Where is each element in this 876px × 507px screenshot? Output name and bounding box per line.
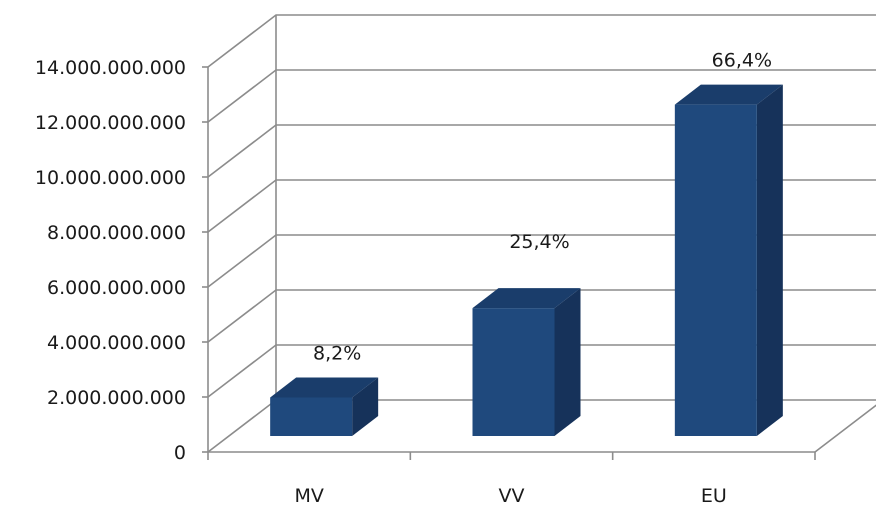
bar-eu (674, 84, 783, 436)
bar-front-face (270, 397, 353, 436)
data-label: 8,2% (313, 343, 361, 365)
x-category-label: EU (701, 485, 727, 507)
bar-top-face (674, 84, 783, 105)
y-tick-label: 14.000.000.000 (35, 57, 186, 79)
data-label: 25,4% (509, 231, 569, 253)
bar-mv (270, 377, 379, 436)
y-tick-label: 10.000.000.000 (35, 167, 186, 189)
bar-front-face (472, 308, 555, 436)
y-tick-label: 8.000.000.000 (47, 222, 186, 244)
y-tick-label: 6.000.000.000 (47, 277, 186, 299)
y-tick-label: 2.000.000.000 (47, 387, 186, 409)
bar-top-face (472, 288, 581, 309)
y-tick-label: 12.000.000.000 (35, 112, 186, 134)
y-tick-label: 4.000.000.000 (47, 332, 186, 354)
gridline (207, 14, 876, 68)
bar-side-face (554, 288, 581, 436)
bar-vv (472, 288, 581, 436)
x-category-label: MV (294, 485, 323, 507)
bar-top-face (270, 377, 379, 398)
floor-right-edge (814, 404, 876, 453)
bar-front-face (674, 104, 757, 436)
axis-layer: 0 2.000.000.000 4.000.000.000 6.000.000.000… (35, 15, 876, 464)
bar-side-face (756, 84, 783, 436)
bars-layer (270, 84, 783, 436)
labels-layer: 8,2% MV 25,4% VV 66,4% EU (294, 50, 772, 507)
y-tick-label: 0 (174, 442, 186, 464)
bar-side-face (352, 377, 379, 436)
data-label: 66,4% (712, 50, 772, 72)
x-category-label: VV (499, 485, 525, 507)
